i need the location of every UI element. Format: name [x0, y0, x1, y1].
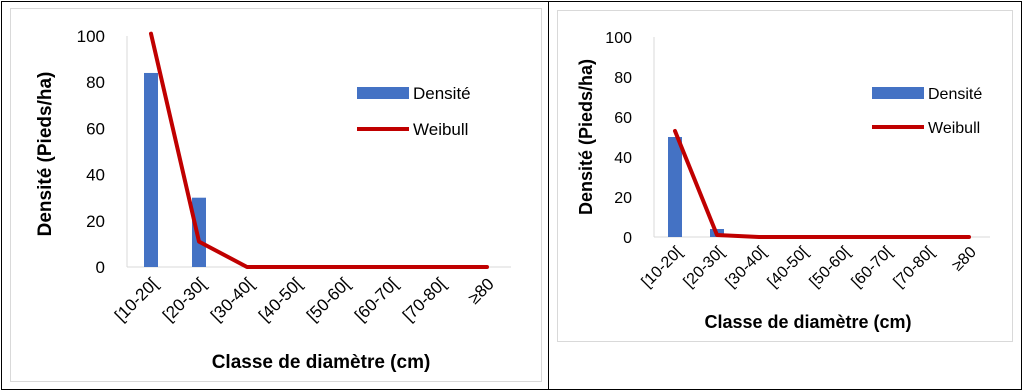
y-tick-label: 60 — [86, 119, 105, 138]
left-chart-svg: 0 20 40 60 80 100 [10-20[[20-30[[30-40[[40-50[… — [35, 27, 511, 373]
y-tick-label: 20 — [86, 212, 105, 231]
x-tick-label: [60-70[ — [351, 274, 402, 325]
right-chart-svg: 0 20 40 60 80 100 [10-20[[20-30[[30-40[[40-50[… — [576, 30, 990, 332]
x-tick-label: [30-40[ — [207, 274, 258, 325]
x-tick-label: [70-80[ — [399, 274, 450, 325]
legend-densite-label: Densité — [928, 86, 982, 103]
x-tick-label: [70-80[ — [891, 243, 939, 291]
weibull-line — [149, 31, 489, 269]
y-tick-label: 100 — [77, 27, 105, 46]
right-figure-frame: 0 20 40 60 80 100 [10-20[[20-30[[30-40[[40-50[… — [548, 1, 1022, 390]
y-tick-label: 0 — [96, 258, 105, 277]
x-tick-label: ≥80 — [464, 274, 497, 307]
legend-densite-swatch — [872, 87, 924, 99]
y-axis-title: Densité (Pieds/ha) — [576, 59, 596, 215]
y-tick-label: 60 — [614, 110, 632, 127]
x-tick-label: [20-30[ — [159, 274, 210, 325]
y-tick-label: 0 — [623, 230, 632, 247]
x-axis-title: Classe de diamètre (cm) — [212, 352, 431, 373]
y-tick-label: 80 — [614, 70, 632, 87]
legend-weibull-label: Weibull — [413, 120, 468, 139]
weibull-line — [673, 129, 971, 239]
x-tick-label: [50-60[ — [807, 243, 855, 291]
x-tick-label: [10-20[ — [639, 243, 687, 291]
left-figure-frame: 0 20 40 60 80 100 [10-20[[20-30[[30-40[[40-50[… — [1, 1, 549, 390]
legend-densite-label: Densité — [413, 84, 471, 103]
left-chart-panel: 0 20 40 60 80 100 [10-20[[20-30[[30-40[[40-50[… — [10, 8, 542, 382]
x-tick-label: [40-50[ — [255, 274, 306, 325]
legend-weibull-label: Weibull — [928, 120, 980, 137]
x-tick-label: [60-70[ — [849, 243, 897, 291]
bar-densite — [144, 72, 158, 268]
x-tick-label: [20-30[ — [681, 243, 729, 291]
x-tick-label: [40-50[ — [765, 243, 813, 291]
bar-densite — [668, 137, 682, 237]
y-tick-label: 40 — [86, 166, 105, 185]
y-tick-label: 100 — [605, 30, 632, 47]
y-tick-label: 40 — [614, 150, 632, 167]
bar-densite — [192, 197, 206, 267]
y-axis-title: Densité (Pieds/ha) — [35, 72, 56, 237]
x-tick-label: [50-60[ — [303, 274, 354, 325]
y-tick-label: 20 — [614, 190, 632, 207]
x-tick-label: [10-20[ — [111, 274, 162, 325]
x-tick-label: ≥80 — [949, 244, 980, 275]
right-chart-panel: 0 20 40 60 80 100 [10-20[[20-30[[30-40[[40-50[… — [557, 10, 1013, 342]
x-axis-title: Classe de diamètre (cm) — [704, 312, 911, 332]
y-tick-label: 80 — [86, 73, 105, 92]
legend-densite-swatch — [357, 87, 409, 99]
x-tick-label: [30-40[ — [723, 243, 771, 291]
